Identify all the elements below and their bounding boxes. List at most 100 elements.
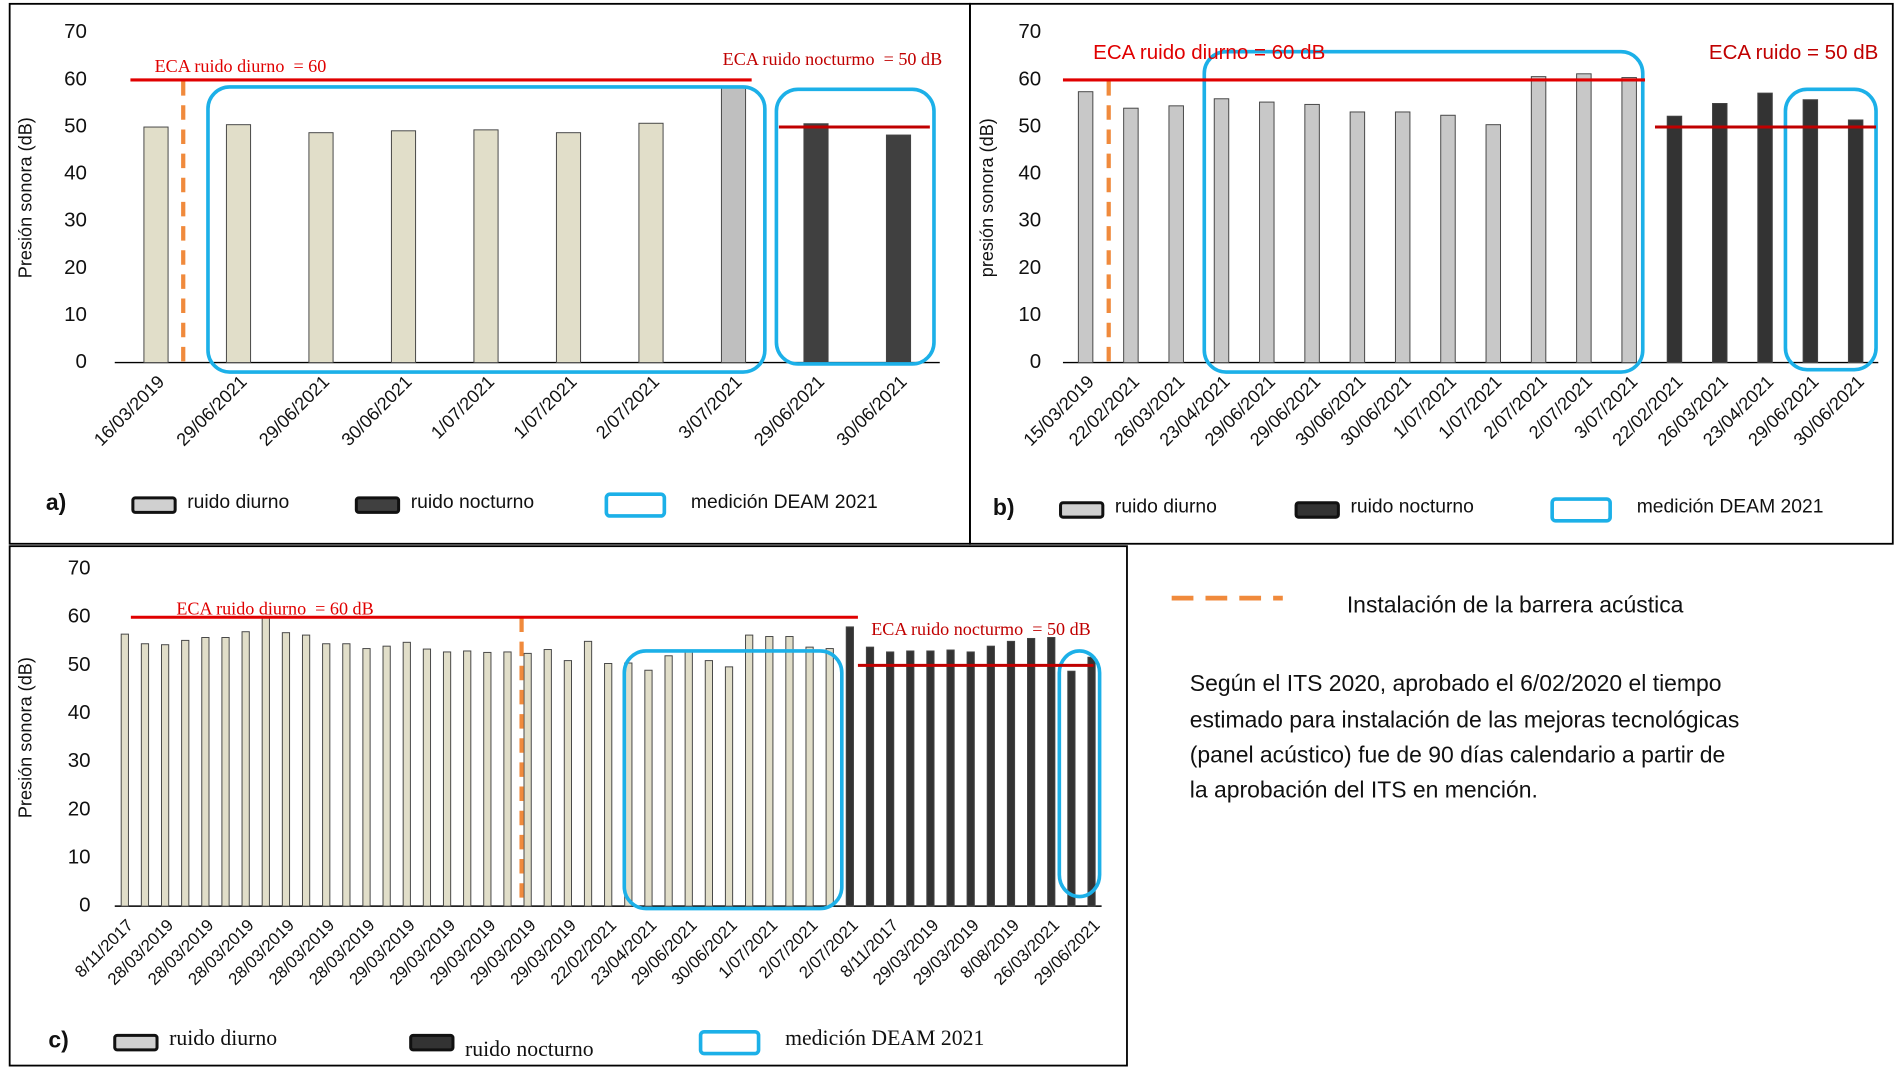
bar	[644, 669, 653, 907]
bar	[225, 124, 252, 364]
note-line: (panel acústico) fue de 90 días calendar…	[1190, 741, 1726, 767]
bar	[1213, 98, 1230, 364]
bar	[120, 633, 129, 907]
bar	[402, 641, 411, 907]
x-tick-label: 3/07/2021	[675, 372, 746, 443]
bar	[1123, 107, 1139, 364]
bar	[724, 666, 734, 907]
bar	[684, 650, 693, 907]
legend-swatch	[1059, 501, 1105, 519]
bar	[865, 646, 875, 907]
deam-box	[206, 85, 767, 374]
bar	[1621, 77, 1637, 364]
bar	[1047, 637, 1056, 907]
y-tick-label: 50	[64, 114, 87, 137]
legend-swatch	[698, 1029, 761, 1056]
y-tick-label: 40	[64, 162, 87, 185]
bar	[604, 663, 613, 907]
bar	[785, 636, 794, 907]
y-tick-label: 10	[64, 303, 87, 326]
reference-label: ECA ruido diurno = 60 dB	[1093, 41, 1325, 64]
y-tick-label: 70	[64, 20, 87, 43]
x-tick-label: 29/06/2021	[255, 372, 333, 450]
bar	[463, 650, 472, 907]
y-tick-label: 60	[1018, 67, 1041, 90]
y-tick-label: 10	[68, 845, 91, 868]
x-tick-label: 30/06/2021	[833, 372, 911, 450]
bar	[342, 643, 351, 907]
bar	[704, 660, 713, 907]
bar	[221, 637, 230, 907]
note-line: Según el ITS 2020, aprobado el 6/02/2020…	[1190, 670, 1722, 696]
bar	[1349, 111, 1366, 364]
deam-box	[622, 649, 844, 911]
bar	[1394, 111, 1411, 364]
legend-swatch	[113, 1033, 159, 1052]
y-tick-label: 20	[64, 256, 87, 279]
note-line: estimado para instalación de las mejoras…	[1190, 706, 1740, 732]
reference-label: ECA ruido = 50 dB	[1709, 41, 1878, 64]
legend-label: ruido nocturno	[465, 1037, 594, 1061]
bar	[745, 634, 754, 907]
bar	[1530, 76, 1547, 364]
legend-label: ruido nocturno	[1350, 497, 1473, 518]
deam-box	[1783, 87, 1878, 372]
panel-label: c)	[48, 1026, 68, 1052]
bar	[422, 648, 432, 907]
bar	[803, 123, 829, 364]
y-tick-label: 30	[1018, 209, 1041, 232]
bar	[503, 651, 512, 907]
y-tick-label: 0	[79, 894, 90, 917]
y-axis-label: Presión sonora (dB)	[15, 657, 35, 818]
legend-swatch	[409, 1033, 455, 1052]
x-tick-label: 29/06/2021	[173, 372, 251, 450]
bar	[966, 651, 975, 907]
bar	[664, 655, 673, 907]
bar	[805, 646, 814, 907]
y-tick-label: 70	[68, 557, 91, 580]
legend-label: medición DEAM 2021	[1637, 497, 1824, 518]
y-tick-label: 50	[1018, 114, 1041, 137]
bar	[473, 129, 499, 364]
bar	[638, 122, 664, 364]
bar	[308, 132, 334, 364]
bar	[1259, 101, 1275, 364]
bar	[281, 632, 291, 907]
bar	[1087, 656, 1096, 907]
bar	[301, 634, 311, 907]
note-line: la aprobación del ITS en mención.	[1190, 776, 1538, 802]
bar	[523, 652, 532, 907]
y-tick-label: 70	[1018, 20, 1041, 43]
panel-label: a)	[46, 489, 66, 515]
x-tick-label: 29/06/2021	[750, 372, 828, 450]
y-tick-label: 50	[68, 653, 91, 676]
panel-b-border	[969, 2, 1894, 545]
bar	[140, 643, 150, 907]
bar	[1168, 105, 1184, 364]
legend-swatch	[354, 496, 401, 514]
legend-label: medición DEAM 2021	[691, 492, 878, 513]
bar	[1067, 670, 1076, 907]
y-tick-label: 20	[68, 797, 91, 820]
legend-swatch	[604, 492, 667, 518]
bar	[261, 616, 270, 907]
y-tick-label: 10	[1018, 303, 1041, 326]
reference-label: ECA ruido nocturmo = 50 dB	[871, 619, 1090, 639]
bar	[886, 651, 895, 907]
bar	[885, 134, 912, 364]
bar	[1847, 119, 1864, 364]
bar	[720, 86, 747, 364]
bar	[442, 651, 452, 907]
legend-swatch	[1550, 497, 1612, 523]
x-tick-label: 1/07/2021	[510, 372, 581, 443]
x-tick-label: 30/06/2021	[338, 372, 416, 450]
bar	[1006, 640, 1016, 907]
reference-label: ECA ruido diurno = 60 dB	[176, 598, 373, 618]
bar	[181, 639, 190, 907]
bar	[1485, 124, 1502, 364]
y-tick-label: 20	[1018, 256, 1041, 279]
legend-label: ruido diurno	[1115, 497, 1217, 518]
bar	[160, 644, 170, 907]
y-axis-label: Presión sonora (dB)	[15, 117, 35, 278]
y-tick-label: 0	[76, 350, 87, 373]
